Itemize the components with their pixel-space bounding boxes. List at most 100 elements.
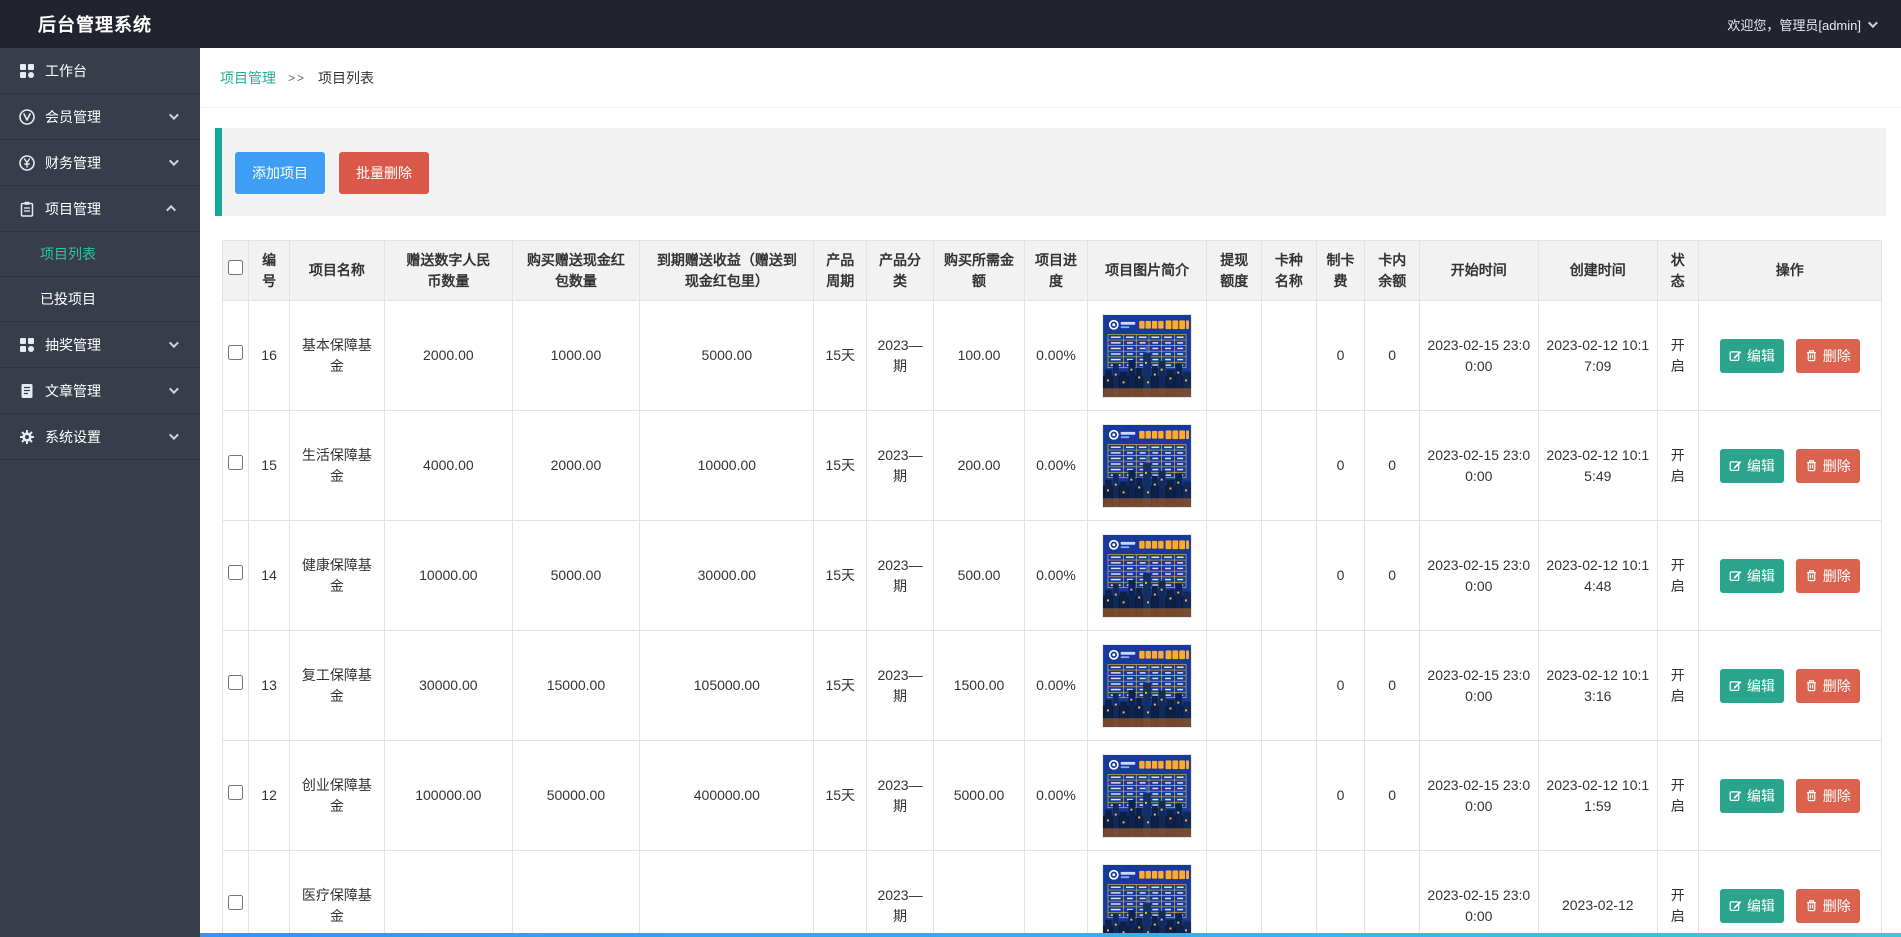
delete-button[interactable]: 删除 xyxy=(1795,448,1860,483)
breadcrumb: 项目管理 >> 项目列表 xyxy=(200,48,1901,108)
start-time-cell: 2023-02-15 23:00:00 xyxy=(1419,410,1539,521)
edit-button[interactable]: 编辑 xyxy=(1719,778,1784,813)
row-checkbox[interactable] xyxy=(228,565,244,580)
status-cell: 开启 xyxy=(1657,520,1699,631)
column-header-withdraw-quota: 提现额度 xyxy=(1206,240,1263,301)
project-clipboard-icon xyxy=(18,200,35,217)
expiry-income-cell: 30000.00 xyxy=(639,520,815,631)
delete-button-label: 删除 xyxy=(1822,457,1851,474)
start-time-cell: 2023-02-15 23:00:00 xyxy=(1419,850,1539,937)
column-header-create-time: 创建时间 xyxy=(1537,240,1659,301)
project-image-cell xyxy=(1086,740,1208,851)
sidebar-item-members[interactable]: 会员管理 xyxy=(0,94,200,140)
sidebar-item-invested-projects[interactable]: 已投项目 xyxy=(0,277,200,322)
row-select-cell xyxy=(221,300,250,411)
row-checkbox[interactable] xyxy=(228,455,244,470)
edit-button[interactable]: 编辑 xyxy=(1719,448,1784,483)
edit-button-label: 编辑 xyxy=(1746,567,1775,584)
top-navbar: 后台管理系统 欢迎您，管理员[admin] xyxy=(0,0,1901,48)
sidebar-item-lottery[interactable]: 抽奖管理 xyxy=(0,322,200,368)
edit-button-label: 编辑 xyxy=(1746,897,1775,914)
row-checkbox[interactable] xyxy=(228,345,244,360)
chevron-down-icon xyxy=(168,156,179,167)
delete-button[interactable]: 删除 xyxy=(1795,668,1860,703)
card-fee-cell: 0 xyxy=(1315,740,1366,851)
city-skyline xyxy=(1103,674,1192,727)
edit-button[interactable]: 编辑 xyxy=(1719,668,1784,703)
project-image-cell xyxy=(1086,630,1208,741)
breadcrumb-current: 项目列表 xyxy=(318,69,375,86)
welcome-text: 欢迎您，管理员[admin] xyxy=(1727,17,1861,33)
expiry-income-cell xyxy=(639,850,815,937)
category-cell: 2023—期 xyxy=(866,630,934,741)
project-banner-image[interactable] xyxy=(1102,863,1193,937)
user-dropdown[interactable]: 欢迎您，管理员[admin] xyxy=(1727,15,1901,34)
banner-title-glyphs xyxy=(1139,539,1190,549)
cash-redpacket-cell: 15000.00 xyxy=(511,630,641,741)
project-banner-image[interactable] xyxy=(1102,753,1193,838)
chevron-down-icon xyxy=(168,384,179,395)
project-banner-image[interactable] xyxy=(1102,423,1193,508)
row-checkbox[interactable] xyxy=(228,895,244,910)
edit-button[interactable]: 编辑 xyxy=(1719,558,1784,593)
table-row: 14 健康保障基金 10000.00 5000.00 30000.00 15天 … xyxy=(221,520,1883,631)
table-row: 医疗保障基金 2023—期 xyxy=(221,850,1883,937)
delete-button[interactable]: 删除 xyxy=(1795,888,1860,923)
digital-rmb-cell: 2000.00 xyxy=(384,300,513,411)
card-balance-cell: 0 xyxy=(1364,300,1421,411)
card-balance-cell: 0 xyxy=(1364,740,1421,851)
brand-title: 后台管理系统 xyxy=(38,15,152,35)
project-banner-image[interactable] xyxy=(1102,533,1193,618)
edit-pencil-icon xyxy=(1729,900,1742,911)
sidebar-submenu: 项目列表 已投项目 xyxy=(0,232,200,322)
edit-button[interactable]: 编辑 xyxy=(1719,338,1784,373)
withdraw-quota-cell xyxy=(1206,850,1263,937)
create-time-cell: 2023-02-12 10:17:09 xyxy=(1537,300,1659,411)
column-header-start-time: 开始时间 xyxy=(1419,240,1539,301)
breadcrumb-separator: >> xyxy=(288,70,307,85)
start-time-cell: 2023-02-15 23:00:00 xyxy=(1419,300,1539,411)
row-id-cell: 15 xyxy=(248,410,290,521)
row-checkbox[interactable] xyxy=(228,785,244,800)
sidebar-item-project-list[interactable]: 项目列表 xyxy=(0,232,200,277)
sidebar-item-articles[interactable]: 文章管理 xyxy=(0,368,200,414)
sidebar-item-finance[interactable]: 财务管理 xyxy=(0,140,200,186)
edit-button-label: 编辑 xyxy=(1746,347,1775,364)
withdraw-quota-cell xyxy=(1206,520,1263,631)
table-row: 13 复工保障基金 30000.00 15000.00 105000.00 15… xyxy=(221,630,1883,741)
progress-cell: 0.00% xyxy=(1024,630,1088,741)
toolbar-accent-bar xyxy=(215,128,222,216)
lottery-grid-icon xyxy=(18,336,35,353)
project-banner-image[interactable] xyxy=(1102,643,1193,728)
project-banner-image[interactable] xyxy=(1102,313,1193,398)
table-row: 12 创业保障基金 100000.00 50000.00 400000.00 1… xyxy=(221,740,1883,851)
delete-button-label: 删除 xyxy=(1822,567,1851,584)
row-select-cell xyxy=(221,850,250,937)
project-name-cell: 复工保障基金 xyxy=(288,630,386,741)
sidebar-item-projects[interactable]: 项目管理 xyxy=(0,186,200,232)
batch-delete-button[interactable]: 批量删除 xyxy=(339,152,429,194)
card-balance-cell: 0 xyxy=(1364,630,1421,741)
edit-pencil-icon xyxy=(1729,460,1742,471)
sidebar-item-label: 财务管理 xyxy=(45,154,101,171)
horizontal-scrollbar[interactable] xyxy=(200,933,1901,937)
banner-title-glyphs xyxy=(1139,319,1190,329)
delete-button[interactable]: 删除 xyxy=(1795,778,1860,813)
progress-cell xyxy=(1024,850,1088,937)
row-actions-cell: 编辑 删除 xyxy=(1697,520,1883,631)
select-all-checkbox[interactable] xyxy=(228,260,244,276)
row-checkbox[interactable] xyxy=(228,675,244,690)
chevron-up-icon xyxy=(166,204,177,215)
sidebar-item-label: 工作台 xyxy=(45,62,87,79)
project-table: 编号 项目名称 赠送数字人民币数量 购买赠送现金红包数量 到期赠送收益（赠送到现… xyxy=(221,240,1883,937)
cycle-cell: 15天 xyxy=(813,520,868,631)
sidebar-item-label: 抽奖管理 xyxy=(45,336,101,353)
sidebar-item-settings[interactable]: 系统设置 xyxy=(0,414,200,460)
start-time-cell: 2023-02-15 23:00:00 xyxy=(1419,630,1539,741)
sidebar-item-workbench[interactable]: 工作台 xyxy=(0,48,200,94)
delete-button[interactable]: 删除 xyxy=(1795,558,1860,593)
delete-button[interactable]: 删除 xyxy=(1795,338,1860,373)
add-project-button[interactable]: 添加项目 xyxy=(235,152,325,194)
breadcrumb-parent-link[interactable]: 项目管理 xyxy=(220,69,276,86)
edit-button[interactable]: 编辑 xyxy=(1719,888,1784,923)
